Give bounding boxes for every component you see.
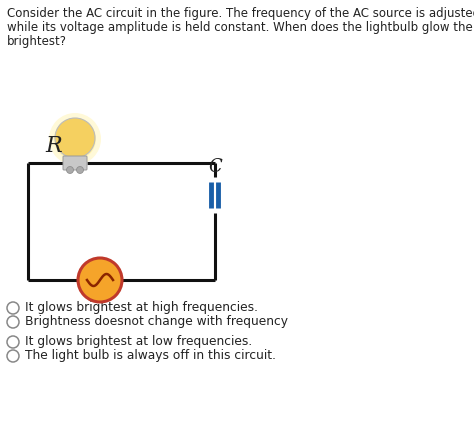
- Circle shape: [78, 258, 122, 302]
- Circle shape: [55, 118, 95, 158]
- Text: It glows brightest at low frequencies.: It glows brightest at low frequencies.: [25, 335, 252, 348]
- Circle shape: [66, 166, 73, 173]
- FancyBboxPatch shape: [63, 156, 87, 170]
- Circle shape: [7, 316, 19, 328]
- Circle shape: [7, 350, 19, 362]
- Ellipse shape: [49, 113, 101, 165]
- Text: while its voltage amplitude is held constant. When does the lightbulb glow the: while its voltage amplitude is held cons…: [7, 21, 473, 34]
- Text: R: R: [45, 135, 62, 157]
- Text: The light bulb is always off in this circuit.: The light bulb is always off in this cir…: [25, 350, 276, 362]
- Text: Consider the AC circuit in the figure. The frequency of the AC source is adjuste: Consider the AC circuit in the figure. T…: [7, 7, 474, 20]
- Circle shape: [7, 302, 19, 314]
- Circle shape: [7, 336, 19, 348]
- Text: brightest?: brightest?: [7, 35, 67, 48]
- Circle shape: [76, 166, 83, 173]
- Text: Brightness doesnot change with frequency: Brightness doesnot change with frequency: [25, 316, 288, 329]
- Ellipse shape: [54, 118, 96, 160]
- Text: C: C: [208, 158, 222, 176]
- Ellipse shape: [58, 122, 92, 156]
- Text: It glows brightest at high frequencies.: It glows brightest at high frequencies.: [25, 301, 258, 314]
